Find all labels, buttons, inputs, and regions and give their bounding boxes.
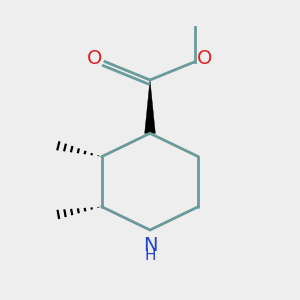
Text: N: N bbox=[143, 236, 157, 254]
Text: H: H bbox=[144, 248, 156, 262]
Text: O: O bbox=[87, 50, 102, 68]
Polygon shape bbox=[145, 80, 155, 133]
Text: O: O bbox=[197, 49, 213, 68]
